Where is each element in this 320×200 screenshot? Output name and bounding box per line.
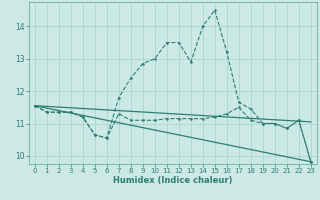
X-axis label: Humidex (Indice chaleur): Humidex (Indice chaleur)	[113, 176, 233, 185]
